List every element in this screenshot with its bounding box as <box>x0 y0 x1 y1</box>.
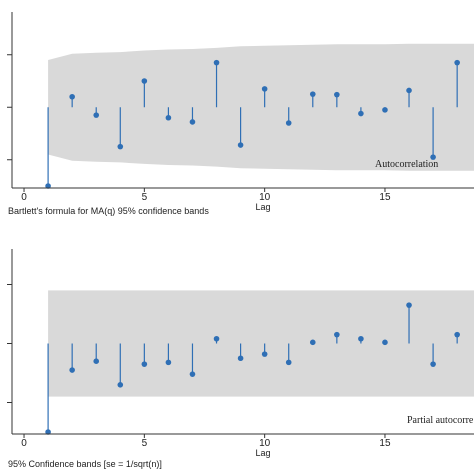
pacf-stems <box>45 302 460 435</box>
pacf-point-16 <box>406 302 412 308</box>
acf-point-4 <box>117 143 124 150</box>
acf-point-13 <box>334 91 340 98</box>
pacf-point-12 <box>309 339 316 346</box>
acf-point-10 <box>261 86 268 92</box>
pacf-point-8 <box>213 335 220 342</box>
pacf-annotation: Partial autocorre <box>407 415 474 426</box>
acf-stems <box>45 59 460 189</box>
acf-point-15 <box>382 107 388 113</box>
acf-point-1 <box>45 183 51 189</box>
pacf-point-4 <box>117 382 124 388</box>
acf-x-ticks: 0 5 10 15 <box>21 188 391 203</box>
pacf-point-6 <box>165 359 172 366</box>
pacf-x-tick-label: 15 <box>379 438 391 449</box>
acf-point-18 <box>454 59 460 66</box>
acf-annotation: Autocorrelation <box>375 159 438 170</box>
acf-x-tick-label: 5 <box>142 192 148 203</box>
acf-point-6 <box>165 114 172 121</box>
pacf-point-17 <box>430 361 436 367</box>
pacf-point-11 <box>285 359 292 366</box>
acf-panel: 0 5 10 15 Lag Bartlett's formula for MA(q) … <box>7 12 474 216</box>
pacf-x-axis-label: Lag <box>255 448 270 458</box>
acf-point-5 <box>141 78 148 84</box>
acf-x-tick-label: 0 <box>21 192 27 203</box>
acf-y-ticks <box>7 54 12 161</box>
acf-point-14 <box>358 110 364 117</box>
acf-point-16 <box>406 87 412 94</box>
acf-point-3 <box>93 112 100 118</box>
pacf-point-18 <box>454 331 460 338</box>
acf-point-7 <box>189 119 196 125</box>
pacf-point-2 <box>69 367 75 373</box>
pacf-panel: 0 5 10 15 Lag 95% Confidence bands [se = 1/… <box>7 249 474 469</box>
pacf-x-tick-label: 10 <box>259 438 271 449</box>
acf-point-2 <box>69 93 75 100</box>
pacf-point-9 <box>237 355 244 362</box>
pacf-x-tick-label: 0 <box>21 438 27 449</box>
acf-x-tick-label: 15 <box>379 192 391 203</box>
pacf-point-15 <box>382 339 388 346</box>
pacf-point-7 <box>189 371 196 377</box>
acf-point-9 <box>237 142 244 148</box>
pacf-point-13 <box>334 331 340 338</box>
acf-x-axis-label: Lag <box>255 202 270 212</box>
pacf-point-3 <box>93 358 100 365</box>
pacf-y-ticks <box>7 284 12 403</box>
pacf-point-5 <box>141 361 148 367</box>
acf-point-11 <box>285 120 292 126</box>
pacf-point-1 <box>45 429 51 435</box>
acf-point-8 <box>213 59 220 66</box>
pacf-point-14 <box>358 335 364 342</box>
pacf-x-ticks: 0 5 10 15 <box>21 434 391 449</box>
acf-band-note: Bartlett's formula for MA(q) 95% confide… <box>8 206 209 216</box>
acf-point-17 <box>430 154 436 160</box>
pacf-confidence-band <box>48 290 474 397</box>
acf-point-12 <box>309 91 316 97</box>
acf-x-tick-label: 10 <box>259 192 271 203</box>
pacf-band-note: 95% Confidence bands [se = 1/sqrt(n)] <box>8 459 162 469</box>
acf-confidence-band <box>48 43 474 171</box>
pacf-x-tick-label: 5 <box>142 438 148 449</box>
pacf-point-10 <box>261 351 268 357</box>
